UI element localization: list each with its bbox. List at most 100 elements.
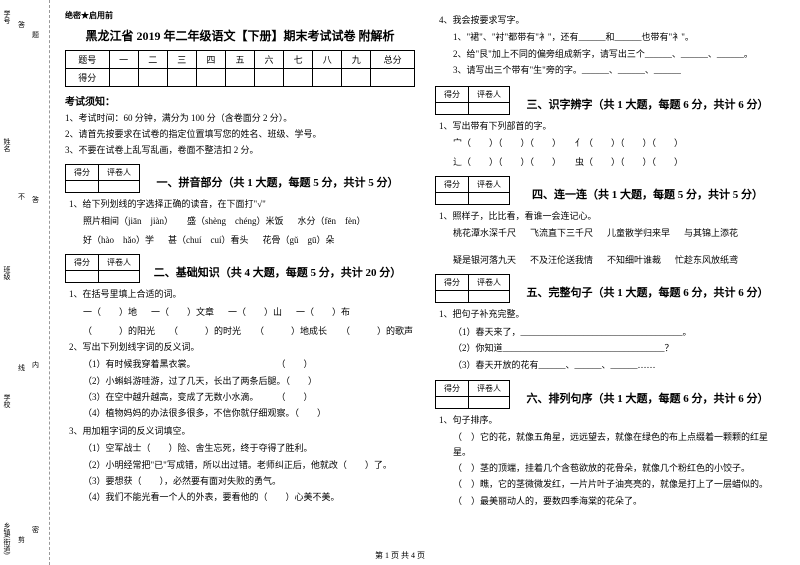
score-header: 九 — [342, 51, 371, 69]
mini-cell: 得分 — [436, 380, 469, 396]
notice-title: 考试须知： — [65, 93, 415, 108]
bind-char: 答 — [18, 20, 25, 30]
option: （ ）的歌声 — [341, 324, 413, 337]
mini-cell — [469, 396, 510, 408]
mini-cell: 得分 — [436, 275, 469, 291]
match-item: 忙趁东风放纸鸢 — [675, 253, 738, 266]
grader-table: 得分评卷人 — [435, 176, 510, 205]
bind-char: 线 — [18, 363, 25, 373]
q-text: 2、写出下列划线字词的反义词。 — [69, 340, 415, 354]
left-column: 绝密★启用前 黑龙江省 2019 年二年级语文【下册】期末考试试卷 附解析 题号… — [65, 10, 415, 555]
q-text: 1、写出带有下列部首的字。 — [439, 119, 785, 133]
score-cell — [284, 69, 313, 87]
grader-table: 得分评卷人 — [65, 164, 140, 193]
match-row: 桃花潭水深千尺 飞流直下三千尺 儿童散学归来早 与其锦上添花 — [453, 226, 785, 239]
mini-cell: 得分 — [436, 176, 469, 192]
section-1-header: 得分评卷人 一、拼音部分（共 1 大题，每题 5 分，共计 5 分） — [65, 164, 415, 194]
option: （ ）的时光 — [169, 324, 241, 337]
section-1-title: 一、拼音部分（共 1 大题，每题 5 分，共计 5 分） — [140, 168, 415, 190]
section-6-header: 得分评卷人 六、排列句序（共 1 大题，每题 6 分，共计 6 分） — [435, 380, 785, 410]
option: 虫（ ）（ ）（ ） — [575, 155, 683, 168]
binding-col-3: 题 答 内 密 — [32, 0, 39, 565]
bind-label: 姓名 — [2, 138, 12, 152]
score-header: 题号 — [66, 51, 110, 69]
mini-cell — [469, 291, 510, 303]
grader-table: 得分评卷人 — [435, 86, 510, 115]
mini-cell — [436, 192, 469, 204]
mini-cell: 得分 — [436, 86, 469, 102]
bind-char: 不 — [18, 192, 25, 202]
sub-item: （2）小明经常把"已"写成错，所以出过错。老师纠正后，他就改（ ）了。 — [83, 458, 415, 472]
score-header: 一 — [109, 51, 138, 69]
score-header: 六 — [255, 51, 284, 69]
binding-col-2: 答 不 线 剪 — [18, 0, 25, 565]
option: 盛（shèng chéng）米饭 — [187, 214, 284, 227]
score-header: 八 — [313, 51, 342, 69]
sub-item: （2）小蝌蚪游哇游，过了几天，长出了两条后腿。（ ） — [83, 374, 415, 388]
grader-table: 得分评卷人 — [435, 380, 510, 409]
score-header: 七 — [284, 51, 313, 69]
fill-options: 一（ ）地 一（ ）文章 一（ ）山 一（ ）布 （ ）的阳光 （ ）的时光 （… — [83, 305, 415, 337]
bind-label: 学号 — [2, 10, 12, 24]
score-cell — [225, 69, 254, 87]
q-text: 1、给下列划线的字选择正确的读音，在下面打"√" — [69, 197, 415, 211]
mini-cell: 评卷人 — [469, 380, 510, 396]
sub-item: （3）要想获（ ），必然要有面对失败的勇气。 — [83, 474, 415, 488]
section-5-title: 五、完整句子（共 1 大题，每题 6 分，共计 6 分） — [510, 278, 785, 300]
section-5-header: 得分评卷人 五、完整句子（共 1 大题，每题 6 分，共计 6 分） — [435, 274, 785, 304]
match-item: 不知细叶谁裁 — [607, 253, 661, 266]
bind-char: 题 — [32, 30, 39, 40]
sub-item: 1、"裙"、"衬"都带有"衤"，还有______和______也带有"衤"。 — [453, 30, 785, 44]
section-3-title: 三、识字辨字（共 1 大题，每题 6 分，共计 6 分） — [510, 90, 785, 112]
mini-cell — [66, 271, 99, 283]
sub-item: 2、给"艮"加上不同的偏旁组成新字，请写出三个______、______、___… — [453, 47, 785, 61]
option: 亻（ ）（ ）（ ） — [575, 136, 683, 149]
section-2-title: 二、基础知识（共 4 大题，每题 5 分，共计 20 分） — [140, 258, 415, 280]
score-header: 四 — [196, 51, 225, 69]
mini-cell: 评卷人 — [99, 165, 140, 181]
score-cell — [109, 69, 138, 87]
mini-cell — [436, 396, 469, 408]
pinyin-options: 照片相间（jiān jiàn） 盛（shèng chéng）米饭 水分（fēn … — [83, 214, 415, 246]
score-header: 三 — [167, 51, 196, 69]
score-cell — [196, 69, 225, 87]
mini-cell — [436, 102, 469, 114]
mini-cell: 评卷人 — [99, 255, 140, 271]
grader-table: 得分评卷人 — [65, 254, 140, 283]
option: 辶（ ）（ ）（ ） — [453, 155, 561, 168]
score-cell — [138, 69, 167, 87]
mini-cell — [99, 271, 140, 283]
score-cell — [313, 69, 342, 87]
section-2-header: 得分评卷人 二、基础知识（共 4 大题，每题 5 分，共计 20 分） — [65, 254, 415, 284]
bind-char: 内 — [32, 360, 39, 370]
option: （ ）地成长 — [255, 324, 327, 337]
section-6-title: 六、排列句序（共 1 大题，每题 6 分，共计 6 分） — [510, 384, 785, 406]
mini-cell — [469, 192, 510, 204]
sub-item: （1）春天来了，________________________________… — [453, 325, 785, 339]
bind-char: 剪 — [18, 535, 25, 545]
option: 水分（fēn fèn） — [298, 214, 366, 227]
notice-item: 2、请首先按要求在试卷的指定位置填写您的姓名、班级、学号。 — [65, 127, 415, 140]
score-cell — [167, 69, 196, 87]
score-header: 五 — [225, 51, 254, 69]
sub-item: （4）植物妈妈的办法很多很多，不信你就仔细观察。（ ） — [83, 406, 415, 420]
sub-item: 3、请写出三个带有"生"旁的字。______、______、______ — [453, 63, 785, 77]
binding-col-1: 学号 姓名 班级 学校 乡镇(街道) — [2, 0, 12, 565]
section-4-header: 得分评卷人 四、连一连（共 1 大题，每题 5 分，共计 5 分） — [435, 176, 785, 206]
sub-item: （ ）最美丽动人的，要数四季海棠的花朵了。 — [453, 494, 785, 508]
sub-item: （ ）茎的顶端，挂着几个含苞欲放的花骨朵，就像几个粉红色的小饺子。 — [453, 461, 785, 475]
mini-cell: 评卷人 — [469, 176, 510, 192]
content-area: 绝密★启用前 黑龙江省 2019 年二年级语文【下册】期末考试试卷 附解析 题号… — [50, 0, 800, 565]
match-item: 疑是银河落九天 — [453, 253, 516, 266]
score-header: 总分 — [371, 51, 415, 69]
grader-table: 得分评卷人 — [435, 274, 510, 303]
notice-item: 3、不要在试卷上乱写乱画，卷面不整洁扣 2 分。 — [65, 143, 415, 156]
match-item: 飞流直下三千尺 — [530, 226, 593, 239]
mini-cell — [436, 291, 469, 303]
sub-item: （4）我们不能光看一个人的外表，要看他的（ ）心美不美。 — [83, 490, 415, 504]
mini-cell: 评卷人 — [469, 86, 510, 102]
section-3-header: 得分评卷人 三、识字辨字（共 1 大题，每题 6 分，共计 6 分） — [435, 86, 785, 116]
score-cell — [255, 69, 284, 87]
sub-item: （3）春天开放的花有______、______、______…… — [453, 358, 785, 372]
bind-char: 密 — [32, 525, 39, 535]
